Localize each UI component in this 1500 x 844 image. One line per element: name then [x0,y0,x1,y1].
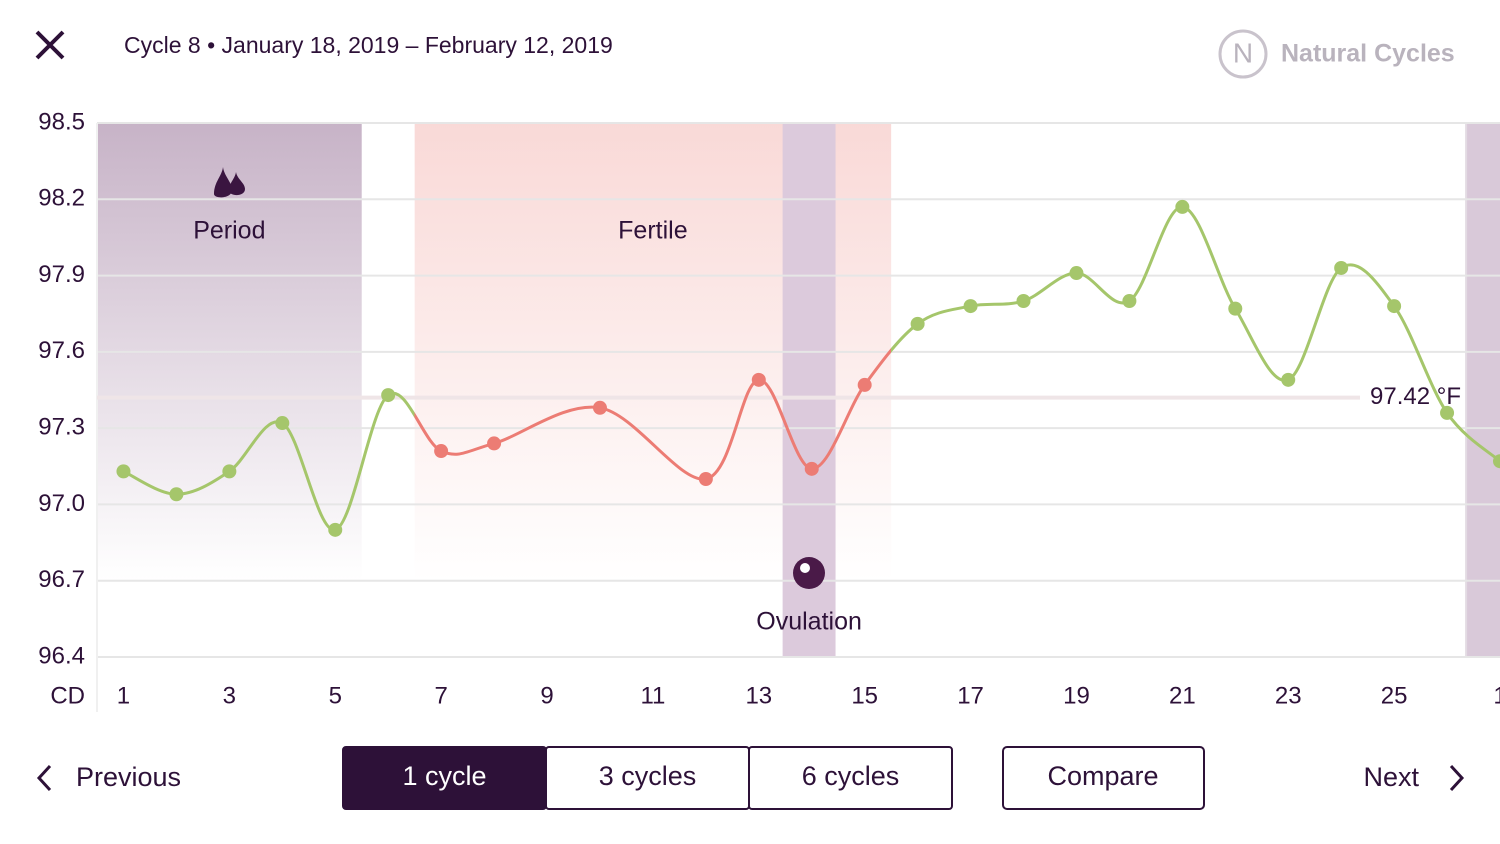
temperature-point [1228,301,1243,316]
y-tick-label: 98.2 [38,185,85,212]
cycle-title: Cycle 8 • January 18, 2019 – February 12… [124,32,613,58]
next-button[interactable]: Next [1363,762,1465,792]
temperature-point [434,444,449,459]
y-tick-label: 97.6 [38,337,85,364]
chevron-left [36,764,52,792]
compare-frame [1002,746,1205,810]
range-option[interactable]: 6 cycles [748,746,953,810]
ovulation-icon-dot [800,563,810,573]
y-tick-label: 98.5 [38,108,85,135]
cover-line-label: 97.42 °F [1370,383,1461,410]
next-label: Next [1363,762,1419,792]
temperature-point [804,461,819,476]
temperature-point [592,400,607,415]
compare-label: Compare [1047,761,1158,791]
range-option[interactable]: 3 cycles [545,746,750,810]
range-option-label: 6 cycles [802,761,900,791]
band-label: Ovulation [756,608,862,636]
x-tick-label: 21 [1169,682,1196,709]
logo-mark: N [1233,37,1253,68]
x-axis-label: CD [50,682,85,709]
chart: Period FertileOvulation96.496.797.097.397… [38,108,1500,712]
range-selector: 1 cycle 3 cycles 6 cycles [342,746,953,810]
brand-name: Natural Cycles [1281,40,1455,68]
x-tick-label: 25 [1381,682,1408,709]
temperature-point [698,472,713,486]
temperature-point [1016,294,1031,308]
temperature-point [169,487,184,502]
temperature-point [328,522,343,537]
chevron-right [1449,764,1465,792]
previous-label: Previous [76,762,181,792]
temperature-point [275,416,290,431]
x-tick-label: 1 [1493,682,1500,709]
x-tick-label: 11 [640,682,665,709]
range-option-label: 1 cycle [402,761,486,791]
temperature-point [1122,294,1137,308]
close-icon [35,30,65,60]
close-button[interactable] [35,30,65,60]
x-tick-label: 3 [223,682,236,709]
x-tick-label: 15 [851,682,878,709]
temperature-point [910,316,925,331]
range-option-frame [748,746,953,810]
temperature-point [116,464,131,479]
y-tick-label: 96.4 [38,642,85,669]
temperature-point [487,436,502,451]
x-tick-label: 19 [1063,682,1090,709]
compare-button[interactable]: Compare [1002,746,1205,810]
x-tick-label: 23 [1275,682,1302,709]
x-tick-label: 7 [434,682,447,709]
temperature-point [1493,454,1500,469]
x-tick-label: 9 [540,682,553,709]
temperature-point [1281,372,1296,387]
temperature-point [1334,260,1349,275]
logo-circle [1218,29,1268,79]
temperature-point [1387,299,1402,314]
x-tick-label: 1 [117,682,130,709]
temperature-point [381,388,396,403]
x-tick-label: 13 [745,682,772,709]
temperature-point [1175,199,1190,214]
temperature-point [963,299,978,314]
y-tick-label: 97.3 [38,413,85,440]
temperature-point [1069,266,1084,281]
ovulation-icon [793,557,825,589]
range-option[interactable]: 1 cycle [342,746,547,810]
temperature-point [857,377,872,392]
y-tick-label: 97.9 [38,261,85,288]
phase-band [1466,123,1500,657]
y-tick-label: 97.0 [38,490,85,517]
temperature-point [751,372,766,387]
temperature-point [222,464,237,479]
previous-button[interactable]: Previous [36,762,181,792]
period-icon [214,167,245,198]
band-label: Fertile [618,217,687,245]
band-label: Period [193,217,265,245]
temperature-point [1440,405,1455,420]
y-tick-label: 96.7 [38,566,85,593]
x-tick-label: 17 [957,682,984,709]
x-tick-label: 5 [329,682,342,709]
range-option-label: 3 cycles [599,761,697,791]
